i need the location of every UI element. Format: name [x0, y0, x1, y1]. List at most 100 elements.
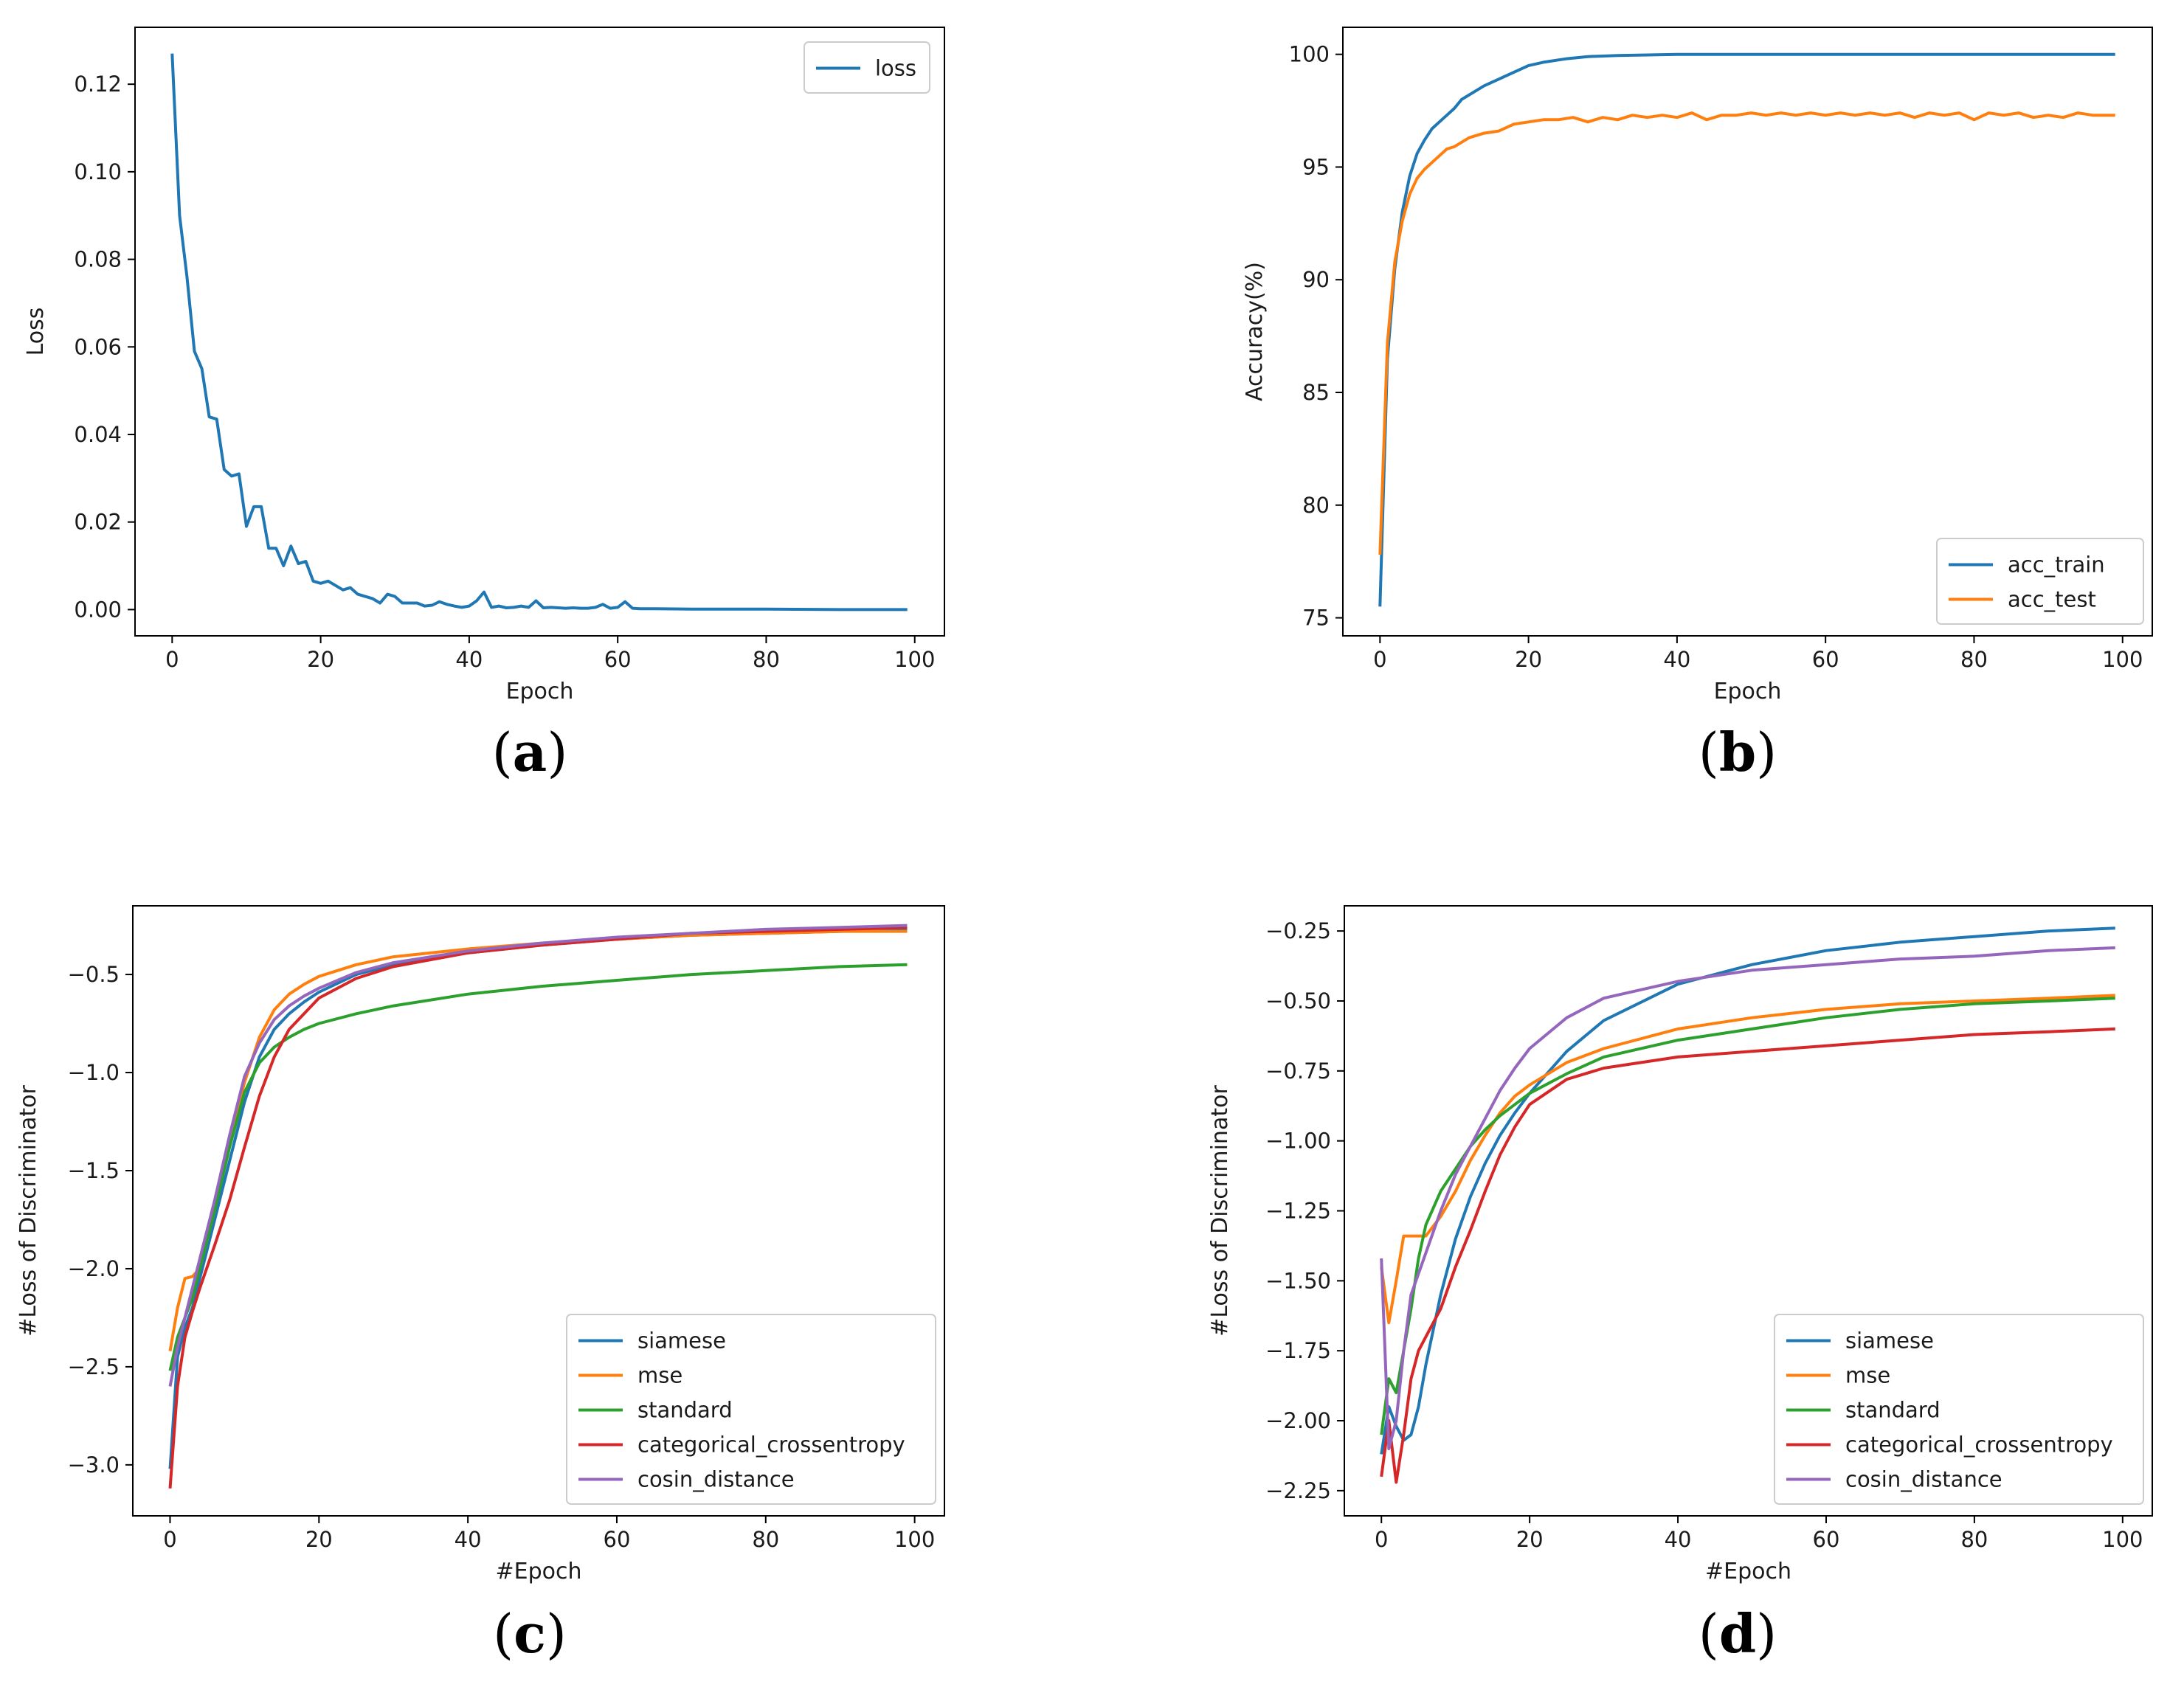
y-tick-label: 0.00: [74, 597, 122, 622]
y-tick-label: 0.12: [74, 72, 122, 97]
legend-label-siamese: siamese: [1845, 1328, 1934, 1354]
caption-open-paren: (: [492, 721, 513, 783]
series-line-cosin_distance: [1380, 946, 2115, 1450]
y-tick-label: −1.0: [68, 1060, 120, 1085]
series-line-acc_train: [1378, 52, 2115, 607]
x-tick-label: 60: [604, 647, 632, 672]
x-tick-label: 0: [1373, 647, 1386, 672]
legend-label-loss: loss: [875, 56, 916, 81]
y-tick-label: −2.00: [1265, 1408, 1331, 1433]
legend-label-mse: mse: [1845, 1363, 1890, 1388]
legend-box: [804, 41, 930, 94]
y-tick-label: 0.04: [74, 422, 122, 447]
caption-letter: a: [513, 721, 547, 783]
x-tick-label: 60: [604, 1527, 631, 1552]
y-tick-label: −2.25: [1265, 1478, 1331, 1503]
legend-label-cosin_distance: cosin_distance: [1845, 1467, 2002, 1492]
y-tick-label: −1.00: [1265, 1129, 1331, 1154]
plot-frame: [134, 27, 945, 637]
x-tick-label: 100: [894, 647, 935, 672]
x-tick-label: 80: [753, 647, 780, 672]
x-tick-label: 80: [752, 1527, 779, 1552]
panel-caption: (d): [1699, 1602, 1777, 1665]
y-tick-label: −0.50: [1265, 988, 1331, 1014]
y-tick-label: 75: [1302, 606, 1330, 631]
x-axis-label: #Epoch: [496, 1559, 582, 1584]
caption-letter: d: [1719, 1602, 1756, 1665]
series-line-cosin_distance: [168, 924, 908, 1387]
x-tick-label: 20: [305, 1527, 333, 1552]
x-tick-label: 0: [1375, 1527, 1388, 1552]
legend-label-siamese: siamese: [637, 1328, 726, 1354]
legend-label-mse: mse: [637, 1363, 682, 1388]
x-tick-label: 100: [2102, 1527, 2143, 1552]
y-tick-label: 0.08: [74, 247, 122, 272]
y-axis-label: #Loss of Discriminator: [15, 1085, 41, 1337]
y-axis-label: #Loss of Discriminator: [1207, 1085, 1233, 1337]
y-tick-label: 0.06: [74, 334, 122, 359]
y-tick-label: −1.50: [1265, 1268, 1331, 1293]
x-tick-label: 20: [1515, 647, 1542, 672]
x-tick-label: 60: [1813, 1527, 1840, 1552]
legend-label-acc_train: acc_train: [2008, 552, 2105, 578]
x-tick-label: 100: [894, 1527, 935, 1552]
x-axis-label: Epoch: [1714, 679, 1782, 704]
caption-close-paren: ): [1756, 721, 1777, 783]
y-tick-label: 85: [1302, 380, 1330, 405]
legend-label-acc_test: acc_test: [2008, 587, 2096, 612]
legend-label-categorical_crossentropy: categorical_crossentropy: [637, 1432, 905, 1458]
x-tick-label: 100: [2102, 647, 2143, 672]
x-tick-label: 0: [165, 647, 179, 672]
y-tick-label: 100: [1289, 42, 1330, 67]
y-tick-label: 0.02: [74, 510, 122, 535]
x-tick-label: 20: [307, 647, 334, 672]
chart-a: 0 20 40 60 80 100 0.00 0.02 0.04 0.06 0.08 0.10 0.12…: [23, 27, 945, 704]
y-tick-label: −0.5: [68, 962, 120, 987]
x-tick-label: 40: [1665, 1527, 1692, 1552]
y-tick-label: −0.25: [1265, 918, 1331, 943]
x-tick-label: 40: [455, 647, 483, 672]
y-tick-label: 90: [1302, 267, 1330, 292]
chart-d: 0 20 40 60 80 100 −2.25 −2.00 −1.75 −1.50 −1.25 −1.…: [1207, 905, 2153, 1584]
y-tick-label: −2.5: [68, 1354, 120, 1379]
y-tick-label: −1.75: [1265, 1338, 1331, 1363]
y-tick-label: 95: [1302, 154, 1330, 179]
y-tick-label: 0.10: [74, 159, 122, 184]
x-axis-label: Epoch: [506, 679, 574, 704]
y-axis-label: Loss: [23, 308, 49, 356]
caption-close-paren: ): [1756, 1603, 1777, 1665]
y-tick-label: −1.5: [68, 1158, 120, 1183]
series-line-mse: [1380, 994, 2115, 1325]
series-line-loss: [170, 53, 908, 612]
y-tick-label: −2.0: [68, 1256, 120, 1281]
caption-letter: c: [514, 1602, 546, 1665]
y-tick-label: −1.25: [1265, 1199, 1331, 1224]
y-axis-label: Accuracy(%): [1242, 262, 1268, 401]
chart-b: 0 20 40 60 80 100 75 80 85 90 95 100 Epoch Accuracy(%…: [1242, 27, 2153, 704]
caption-close-paren: ): [547, 721, 567, 783]
legend-label-categorical_crossentropy: categorical_crossentropy: [1845, 1432, 2113, 1458]
x-tick-label: 20: [1516, 1527, 1544, 1552]
x-tick-label: 40: [1663, 647, 1690, 672]
y-tick-label: 80: [1302, 493, 1330, 518]
chart-c: 0 20 40 60 80 100 −3.0 −2.5 −2.0 −1.5 −1.0 −0.5 #Epo…: [15, 905, 945, 1584]
series-line-acc_test: [1378, 111, 2115, 555]
x-axis-label: #Epoch: [1705, 1559, 1791, 1584]
caption-close-paren: ): [546, 1603, 567, 1665]
legend-label-standard: standard: [637, 1398, 733, 1423]
y-tick-label: −0.75: [1265, 1059, 1331, 1084]
x-tick-label: 0: [163, 1527, 176, 1552]
panel-caption: (b): [1699, 721, 1777, 783]
panel-caption: (a): [492, 721, 568, 783]
x-tick-label: 60: [1812, 647, 1839, 672]
caption-open-paren: (: [493, 1603, 514, 1665]
caption-open-paren: (: [1699, 721, 1719, 783]
series-line-standard: [168, 963, 908, 1371]
legend-box: [1774, 1314, 2144, 1505]
caption-open-paren: (: [1699, 1603, 1719, 1665]
y-tick-label: −3.0: [68, 1452, 120, 1477]
legend-label-standard: standard: [1845, 1398, 1941, 1423]
x-tick-label: 80: [1960, 647, 1988, 672]
plot-frame: [1342, 27, 2153, 637]
